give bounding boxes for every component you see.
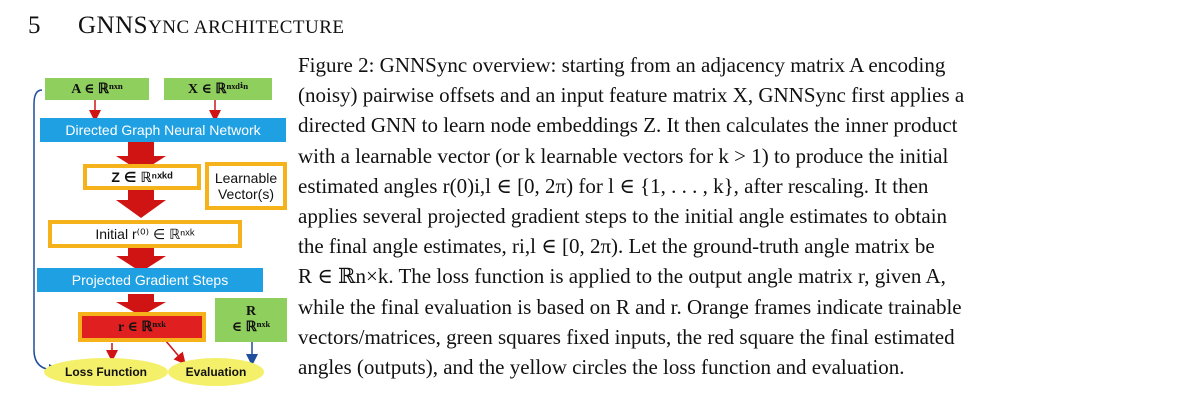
embedding-box: Z ∈ ℝⁿˣᵏᵈ (83, 164, 201, 190)
arrow-out-to-eval (164, 339, 186, 365)
caption-line-6: applies several projected gradient steps… (298, 204, 948, 229)
initial-angles-box: Initial r⁽⁰⁾ ∈ ℝⁿˣᵏ (48, 220, 242, 248)
caption-line-10: vectors/matrices, green squares fixed in… (298, 324, 955, 349)
caption-line-5: estimated angles r(0)i,l ∈ [0, 2π) for l… (298, 173, 929, 198)
caption-line-9: while the final evaluation is based on R… (298, 294, 962, 319)
architecture-diagram: A ∈ ℝⁿˣⁿ X ∈ ℝⁿˣᵈⁱⁿ Directed Graph Neura… (0, 60, 300, 400)
caption-line-7: the final angle estimates, ri,l ∈ [0, 2π… (298, 234, 935, 259)
caption-line-11: angles (outputs), and the yellow circles… (298, 355, 905, 380)
caption-line-2: (noisy) pairwise offsets and an input fe… (298, 83, 965, 108)
caption-line-1: Figure 2: GNNSync overview: starting fro… (298, 53, 946, 77)
ground-truth-line2: ∈ ℝⁿˣᵏ (231, 320, 271, 335)
caption-line-3: directed GNN to learn node embeddings Z.… (298, 113, 958, 138)
ground-truth-line1: R (245, 304, 257, 319)
learnable-line1: Learnable (214, 170, 278, 186)
block-arrow-4 (116, 294, 166, 316)
caption-line-4: with a learnable vector (or k learnable … (298, 143, 949, 168)
block-arrow-3 (116, 242, 166, 272)
section-title-first: GNNS (78, 12, 149, 39)
learnable-vectors-box: Learnable Vector(s) (205, 162, 287, 210)
gnn-box: Directed Graph Neural Network (40, 118, 286, 142)
learnable-line2: Vector(s) (217, 186, 274, 202)
ground-truth-box: R ∈ ℝⁿˣᵏ (215, 298, 287, 342)
feature-input-box: X ∈ ℝⁿˣᵈⁱⁿ (164, 78, 272, 100)
loss-function-ellipse: Loss Function (44, 358, 168, 386)
section-heading: 5 GNNSYNC ARCHITECTURE (28, 12, 345, 40)
figure-caption: Figure 2: GNNSync overview: starting fro… (298, 50, 1128, 382)
section-number: 5 (28, 12, 41, 39)
section-title-small: YNC ARCHITECTURE (148, 17, 345, 38)
output-angles-box: r ∈ ℝⁿˣᵏ (78, 312, 206, 342)
adjacency-input-box: A ∈ ℝⁿˣⁿ (45, 78, 149, 100)
block-arrow-1 (116, 142, 166, 172)
diagram-arrows (33, 89, 258, 376)
block-arrow-2 (116, 184, 166, 218)
pgd-box: Projected Gradient Steps (37, 268, 263, 292)
arrow-a-to-loss (33, 89, 61, 376)
caption-line-8: R ∈ ℝn×k. The loss function is applied t… (298, 264, 946, 289)
evaluation-ellipse: Evaluation (168, 358, 264, 386)
